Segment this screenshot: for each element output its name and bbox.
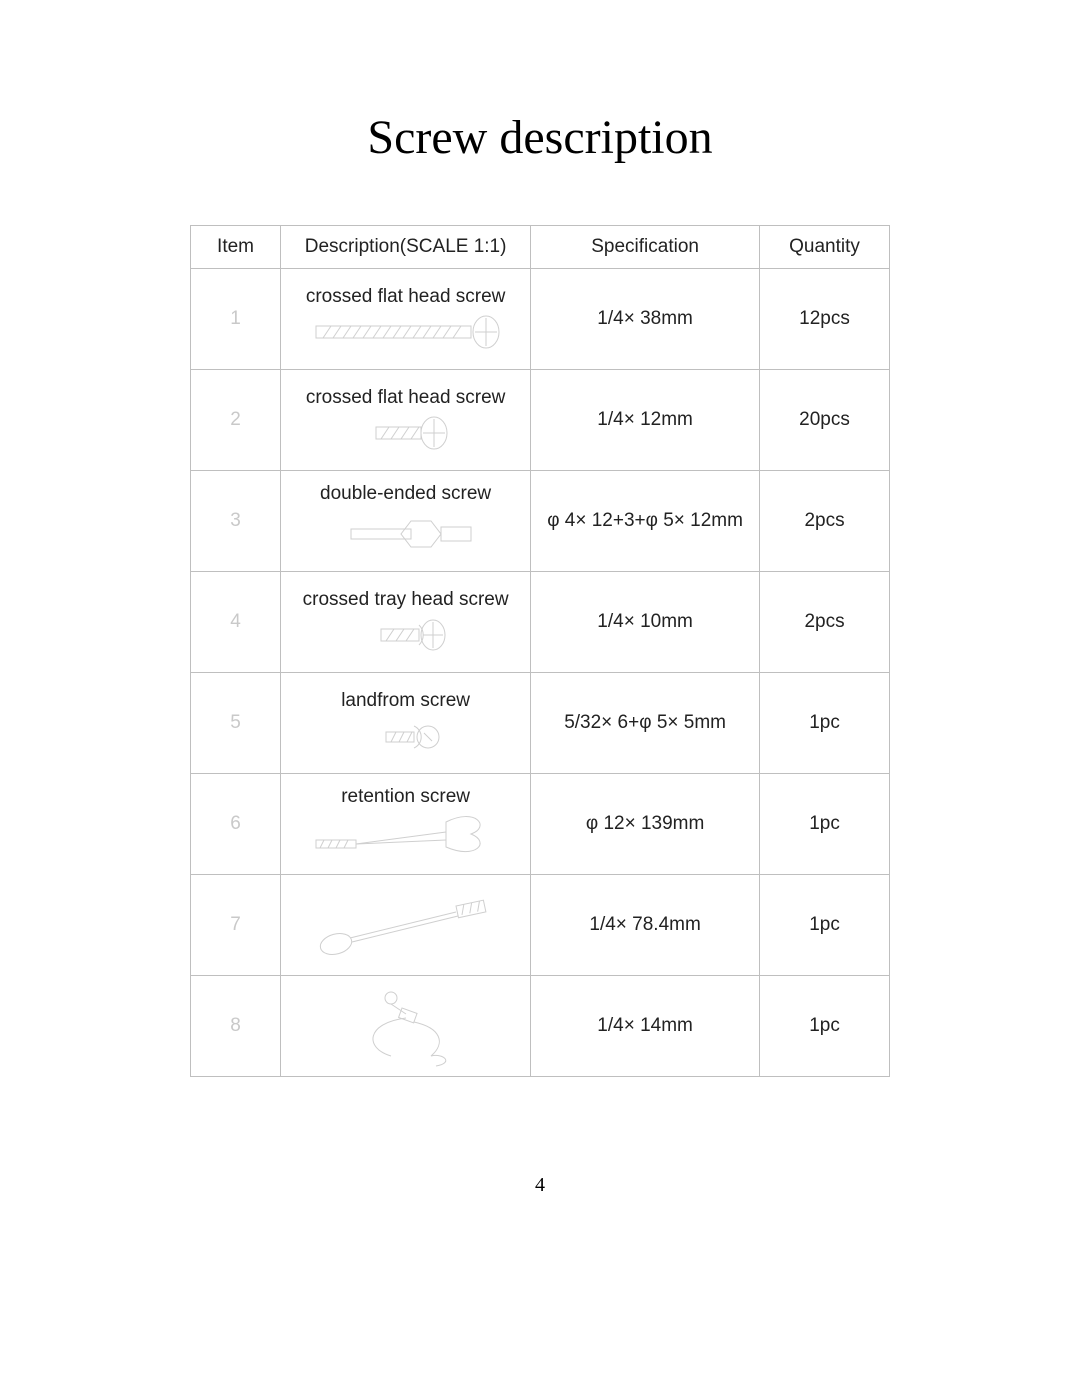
- table-header-row: Item Description(SCALE 1:1) Specificatio…: [191, 226, 890, 269]
- table-row: 1 crossed flat head screw: [191, 269, 890, 370]
- retention-screw-icon: [306, 812, 506, 862]
- item-number: 5: [191, 673, 281, 774]
- item-number: 1: [191, 269, 281, 370]
- double-ended-screw-icon: [331, 509, 481, 559]
- page-number: 4: [0, 1174, 1080, 1197]
- table-row: 8 1/4× 14mm 1pc: [191, 976, 890, 1077]
- description-cell: crossed flat head screw: [281, 370, 531, 471]
- quantity-cell: 1pc: [760, 875, 890, 976]
- specification-cell: 5/32× 6+φ 5× 5mm: [531, 673, 760, 774]
- item-number: 7: [191, 875, 281, 976]
- description-label: retention screw: [281, 786, 530, 808]
- description-cell: crossed tray head screw: [281, 572, 531, 673]
- page: Screw description Item Description(SCALE…: [0, 0, 1080, 1397]
- specification-cell: 1/4× 14mm: [531, 976, 760, 1077]
- table-row: 7 1/4× 78.: [191, 875, 890, 976]
- screw-icon: [311, 312, 501, 352]
- description-label: crossed tray head screw: [281, 589, 530, 611]
- description-cell: crossed flat head screw: [281, 269, 531, 370]
- specification-cell: φ 4× 12+3+φ 5× 12mm: [531, 471, 760, 572]
- specification-cell: 1/4× 10mm: [531, 572, 760, 673]
- col-header-item: Item: [191, 226, 281, 269]
- quantity-cell: 1pc: [760, 976, 890, 1077]
- table-row: 3 double-ended screw φ 4× 12+3+φ 5× 12mm…: [191, 471, 890, 572]
- quantity-cell: 1pc: [760, 774, 890, 875]
- specification-cell: 1/4× 38mm: [531, 269, 760, 370]
- item-number: 8: [191, 976, 281, 1077]
- specification-cell: 1/4× 12mm: [531, 370, 760, 471]
- clamp-icon: [336, 988, 476, 1068]
- description-cell: double-ended screw: [281, 471, 531, 572]
- quantity-cell: 20pcs: [760, 370, 890, 471]
- quantity-cell: 1pc: [760, 673, 890, 774]
- description-label: crossed flat head screw: [281, 387, 530, 409]
- col-header-specification: Specification: [531, 226, 760, 269]
- table-row: 5 landfrom screw: [191, 673, 890, 774]
- item-number: 3: [191, 471, 281, 572]
- description-label: double-ended screw: [281, 483, 530, 505]
- quantity-cell: 2pcs: [760, 572, 890, 673]
- description-cell: landfrom screw: [281, 673, 531, 774]
- screw-icon: [356, 615, 456, 655]
- item-number: 2: [191, 370, 281, 471]
- description-cell: [281, 875, 531, 976]
- item-number: 6: [191, 774, 281, 875]
- description-label: landfrom screw: [281, 690, 530, 712]
- eye-bolt-icon: [306, 892, 506, 962]
- specification-cell: φ 12× 139mm: [531, 774, 760, 875]
- col-header-description: Description(SCALE 1:1): [281, 226, 531, 269]
- table-row: 4 crossed tray head screw: [191, 572, 890, 673]
- table-row: 2 crossed flat head screw: [191, 370, 890, 471]
- parts-table: Item Description(SCALE 1:1) Specificatio…: [190, 225, 890, 1077]
- table-row: 6 retention screw: [191, 774, 890, 875]
- specification-cell: 1/4× 78.4mm: [531, 875, 760, 976]
- description-label: crossed flat head screw: [281, 286, 530, 308]
- screw-icon: [356, 413, 456, 453]
- description-cell: retention screw: [281, 774, 531, 875]
- screw-icon: [361, 716, 451, 756]
- quantity-cell: 2pcs: [760, 471, 890, 572]
- page-title: Screw description: [140, 110, 940, 165]
- item-number: 4: [191, 572, 281, 673]
- col-header-quantity: Quantity: [760, 226, 890, 269]
- description-cell: [281, 976, 531, 1077]
- quantity-cell: 12pcs: [760, 269, 890, 370]
